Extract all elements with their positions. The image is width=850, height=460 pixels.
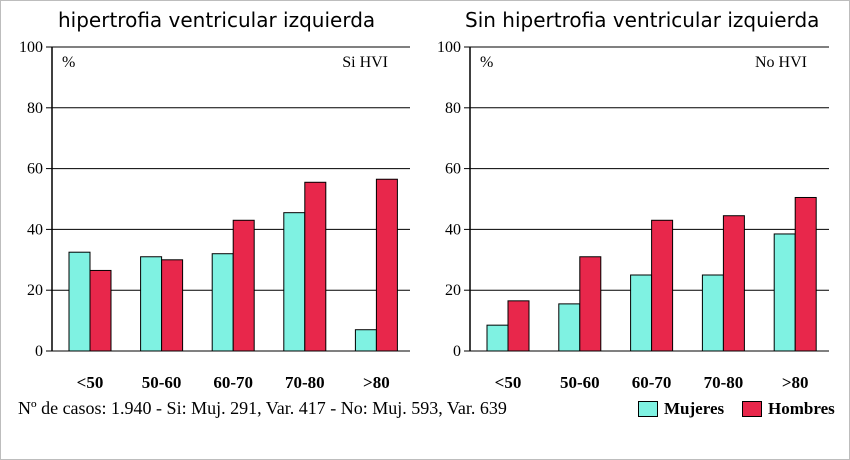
bar-left-mujeres [68, 251, 91, 352]
y-tick-label-right: 60 [445, 161, 461, 178]
bar-left-hombres [232, 219, 255, 352]
legend-label-mujeres: Mujeres [664, 399, 725, 418]
bar-right-mujeres [558, 303, 581, 352]
bar-right-hombres [579, 256, 602, 352]
x-tick-label-right: 70-80 [704, 373, 744, 392]
bar-right-mujeres [701, 274, 724, 352]
x-tick-label-left: <50 [77, 373, 104, 392]
x-tick-label-right: 50-60 [560, 373, 600, 392]
bar-left-mujeres [211, 253, 234, 352]
bar-left-hombres [375, 178, 398, 352]
bar-left-mujeres [283, 212, 306, 352]
x-tick-label-right: 60-70 [632, 373, 672, 392]
panel-tag-right: No HVI [755, 54, 807, 71]
bar-right-mujeres [630, 274, 653, 352]
y-tick-label-left: 20 [27, 282, 43, 299]
bar-right-hombres [651, 219, 674, 352]
bar-left-hombres [304, 181, 327, 352]
x-tick-label-right: >80 [782, 373, 809, 392]
x-tick-label-left: 70-80 [285, 373, 325, 392]
legend-swatch-mujeres [638, 401, 658, 417]
y-tick-label-left: 100 [19, 39, 43, 56]
y-tick-label-left: 60 [27, 161, 43, 178]
bar-right-hombres [507, 300, 530, 352]
y-axis-label-right: % [480, 54, 493, 71]
y-tick-label-right: 0 [453, 343, 461, 360]
y-tick-label-right: 100 [437, 39, 461, 56]
bar-left-mujeres [140, 256, 163, 352]
bar-right-mujeres [486, 324, 509, 352]
legend-item-mujeres: Mujeres [638, 399, 724, 419]
y-axis-label-left: % [62, 54, 75, 71]
y-tick-label-right: 40 [445, 221, 461, 238]
x-tick-label-left: >80 [363, 373, 390, 392]
chart-title-left: hipertrofia ventricular izquierda [58, 8, 376, 32]
bar-right-mujeres [773, 233, 796, 352]
bar-left-hombres [89, 269, 112, 352]
panel-tag-left: Si HVI [342, 54, 388, 71]
y-tick-label-right: 20 [445, 282, 461, 299]
bar-right-hombres [722, 215, 745, 352]
y-tick-label-left: 40 [27, 221, 43, 238]
legend-item-hombres: Hombres [742, 399, 835, 419]
chart-title-right: Sin hipertrofia ventricular izquierda [465, 8, 820, 32]
x-tick-label-left: 60-70 [213, 373, 253, 392]
legend-label-hombres: Hombres [768, 399, 835, 418]
y-tick-label-left: 0 [35, 343, 43, 360]
x-tick-label-right: <50 [495, 373, 522, 392]
x-tick-label-left: 50-60 [142, 373, 182, 392]
y-tick-label-left: 80 [27, 100, 43, 117]
case-count-note: Nº de casos: 1.940 - Si: Muj. 291, Var. … [18, 398, 507, 418]
y-tick-label-right: 80 [445, 100, 461, 117]
bar-left-mujeres [354, 329, 377, 352]
bar-right-hombres [794, 196, 817, 352]
legend-swatch-hombres [742, 401, 762, 417]
bar-left-hombres [161, 259, 184, 352]
